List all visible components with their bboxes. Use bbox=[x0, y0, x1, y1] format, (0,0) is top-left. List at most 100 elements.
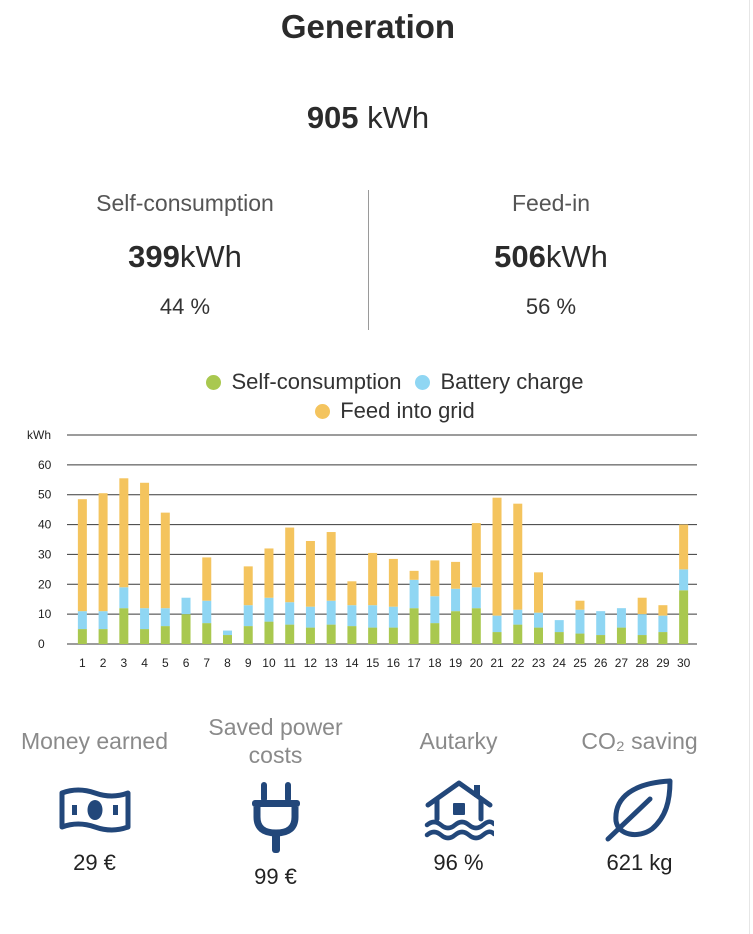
bar-segment[interactable] bbox=[98, 611, 108, 630]
x-tick-label: 10 bbox=[262, 656, 276, 670]
bar-segment[interactable] bbox=[534, 572, 543, 613]
bar-segment[interactable] bbox=[471, 523, 481, 588]
bar-segment[interactable] bbox=[264, 597, 274, 622]
bar-segment[interactable] bbox=[243, 566, 253, 606]
x-tick-label: 3 bbox=[120, 656, 127, 670]
bar-segment[interactable] bbox=[575, 633, 585, 644]
bar-segment[interactable] bbox=[264, 548, 274, 598]
x-tick-label: 14 bbox=[345, 656, 359, 670]
bar-segment[interactable] bbox=[98, 493, 108, 612]
bar-segment[interactable] bbox=[513, 609, 523, 625]
bar-segment[interactable] bbox=[430, 623, 440, 644]
right-edge-line bbox=[749, 0, 750, 934]
bar-segment[interactable] bbox=[202, 557, 212, 601]
saved-power-costs-value: 99 € bbox=[254, 864, 297, 889]
x-tick-label: 19 bbox=[449, 656, 463, 670]
bar-segment[interactable] bbox=[388, 558, 398, 607]
bar-segment[interactable] bbox=[637, 597, 647, 615]
bar-segment[interactable] bbox=[202, 623, 212, 644]
bar-segment[interactable] bbox=[202, 600, 212, 624]
bar-segment[interactable] bbox=[513, 624, 523, 644]
bar-segment[interactable] bbox=[285, 527, 295, 603]
bar-segment[interactable] bbox=[140, 482, 150, 609]
bar-segment[interactable] bbox=[285, 602, 295, 625]
bar-segment[interactable] bbox=[534, 612, 543, 628]
bar-segment[interactable] bbox=[347, 626, 357, 644]
bar-segment[interactable] bbox=[140, 629, 150, 644]
bar-segment[interactable] bbox=[575, 600, 585, 610]
bar-segment[interactable] bbox=[679, 590, 689, 644]
bar-segment[interactable] bbox=[326, 624, 336, 644]
bar-segment[interactable] bbox=[554, 620, 564, 633]
bar-segment[interactable] bbox=[575, 609, 585, 634]
bar-segment[interactable] bbox=[347, 605, 357, 627]
bar-segment[interactable] bbox=[98, 629, 108, 644]
bar-segment[interactable] bbox=[347, 581, 357, 606]
bar-segment[interactable] bbox=[181, 597, 191, 615]
bar-segment[interactable] bbox=[658, 632, 668, 644]
bar-segment[interactable] bbox=[305, 627, 315, 644]
bar-segment[interactable] bbox=[326, 532, 336, 601]
bar-segment[interactable] bbox=[616, 608, 626, 628]
bar-segment[interactable] bbox=[596, 635, 606, 644]
bar-segment[interactable] bbox=[140, 608, 150, 630]
bar-segment[interactable] bbox=[223, 635, 232, 644]
bar-segment[interactable] bbox=[471, 608, 481, 644]
bar-segment[interactable] bbox=[492, 497, 502, 616]
bar-segment[interactable] bbox=[326, 600, 336, 625]
bar-segment[interactable] bbox=[160, 626, 170, 644]
bar-segment[interactable] bbox=[430, 596, 440, 624]
bar-segment[interactable] bbox=[119, 478, 129, 588]
bar-segment[interactable] bbox=[368, 627, 378, 644]
bar-segment[interactable] bbox=[285, 624, 295, 644]
bar-segment[interactable] bbox=[181, 614, 191, 644]
bar-segment[interactable] bbox=[451, 611, 461, 644]
bar-segment[interactable] bbox=[77, 611, 87, 630]
bar-segment[interactable] bbox=[409, 570, 419, 580]
legend-label-self-consumption: Self-consumption bbox=[231, 369, 402, 394]
y-tick-label: 50 bbox=[38, 488, 52, 502]
bar-segment[interactable] bbox=[119, 608, 129, 644]
bar-segment[interactable] bbox=[305, 540, 315, 607]
page-title: Generation bbox=[280, 8, 456, 45]
bar-segment[interactable] bbox=[534, 627, 543, 644]
self-consumption-label: Self-consumption bbox=[96, 190, 274, 216]
bar-segment[interactable] bbox=[77, 629, 87, 644]
bar-segment[interactable] bbox=[596, 611, 606, 636]
bar-segment[interactable] bbox=[492, 615, 502, 633]
bar-segment[interactable] bbox=[637, 635, 647, 644]
bar-segment[interactable] bbox=[451, 561, 461, 589]
bar-segment[interactable] bbox=[409, 579, 419, 609]
bar-segment[interactable] bbox=[368, 605, 378, 628]
bar-segment[interactable] bbox=[160, 608, 170, 627]
bar-segment[interactable] bbox=[223, 630, 232, 636]
bar-segment[interactable] bbox=[243, 626, 253, 644]
bar-segment[interactable] bbox=[492, 632, 502, 644]
saved-power-costs-label: Saved power costs bbox=[208, 714, 343, 768]
bar-segment[interactable] bbox=[679, 524, 689, 570]
bar-segment[interactable] bbox=[679, 569, 689, 591]
x-tick-label: 15 bbox=[366, 656, 380, 670]
bar-segment[interactable] bbox=[388, 627, 398, 644]
bar-segment[interactable] bbox=[637, 614, 647, 636]
bar-segment[interactable] bbox=[471, 587, 481, 609]
bar-segment[interactable] bbox=[616, 627, 626, 644]
bar-segment[interactable] bbox=[243, 605, 253, 627]
bar-segment[interactable] bbox=[264, 621, 274, 644]
bar-segment[interactable] bbox=[658, 615, 668, 633]
bar-segment[interactable] bbox=[430, 560, 440, 597]
bar-segment[interactable] bbox=[554, 632, 564, 644]
bar-segment[interactable] bbox=[388, 606, 398, 628]
y-tick-label: 30 bbox=[38, 547, 52, 561]
bar-segment[interactable] bbox=[305, 606, 315, 628]
bar-segment[interactable] bbox=[409, 608, 419, 644]
bar-segment[interactable] bbox=[160, 512, 170, 609]
bar-segment[interactable] bbox=[451, 588, 461, 612]
bar-segment[interactable] bbox=[77, 499, 87, 612]
money-earned-value: 29 € bbox=[73, 850, 116, 875]
bar-segment[interactable] bbox=[119, 587, 129, 609]
bar-segment[interactable] bbox=[368, 552, 378, 606]
bar-segment[interactable] bbox=[513, 503, 523, 610]
bar-segment[interactable] bbox=[658, 605, 668, 616]
x-tick-label: 6 bbox=[183, 656, 190, 670]
